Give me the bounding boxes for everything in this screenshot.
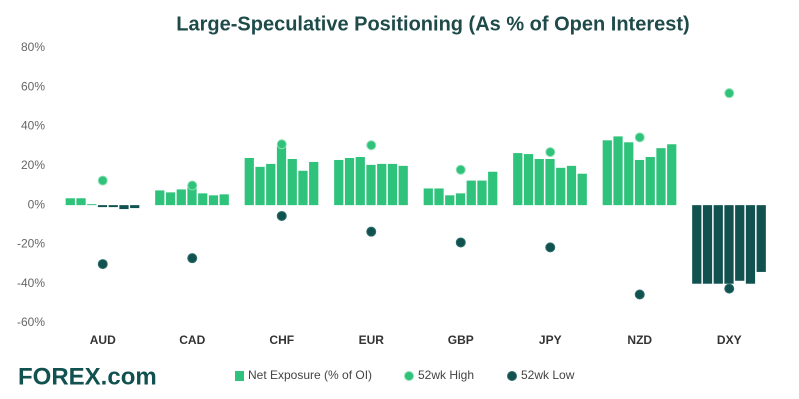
bar: [602, 140, 612, 206]
bar: [366, 164, 376, 206]
chart-title: Large-Speculative Positioning (As % of O…: [176, 13, 689, 35]
bar: [244, 158, 254, 206]
y-tick-label: -20%: [17, 237, 45, 251]
bar: [702, 205, 713, 284]
bar: [65, 198, 75, 206]
bar: [87, 204, 97, 206]
y-tick-label: 80%: [21, 40, 45, 54]
bar: [423, 188, 433, 206]
high-marker: [187, 180, 198, 191]
bar: [108, 205, 118, 208]
legend-swatch: [235, 371, 244, 381]
bar: [667, 144, 677, 206]
legend-swatch: [507, 371, 517, 381]
y-tick-label: -60%: [17, 315, 45, 329]
bar: [255, 166, 265, 206]
bar: [176, 189, 186, 206]
bar: [165, 192, 176, 206]
bar: [645, 157, 655, 206]
y-tick-label: -40%: [17, 276, 45, 290]
bar: [208, 195, 219, 206]
bar: [624, 142, 634, 206]
high-marker: [276, 139, 287, 150]
bar: [724, 205, 734, 284]
x-tick-label: CHF: [269, 333, 294, 347]
bar: [756, 205, 766, 272]
high-marker: [545, 147, 556, 158]
bar: [523, 154, 534, 206]
bar: [513, 153, 523, 206]
x-tick-label: JPY: [539, 333, 562, 347]
x-tick-label: DXY: [717, 333, 742, 347]
high-marker: [97, 175, 108, 186]
bar: [119, 205, 129, 210]
bar: [566, 165, 577, 206]
bar: [355, 157, 365, 206]
low-marker: [276, 210, 287, 221]
y-tick-label: 0%: [28, 197, 46, 211]
bar: [76, 198, 86, 206]
low-marker: [366, 226, 377, 237]
legend-label: 52wk Low: [521, 368, 575, 382]
low-marker: [545, 242, 556, 253]
bar: [477, 180, 487, 206]
x-tick-label: CAD: [179, 333, 205, 347]
bar: [398, 165, 408, 206]
y-tick-label: 60%: [21, 79, 45, 93]
high-marker: [366, 140, 377, 151]
low-marker: [187, 253, 198, 264]
bar: [219, 194, 229, 206]
bar: [613, 136, 623, 206]
bar: [155, 190, 165, 206]
bar: [334, 159, 344, 206]
bar: [656, 148, 666, 206]
x-tick-label: AUD: [90, 333, 116, 347]
bar: [692, 205, 702, 284]
legend-label: 52wk High: [418, 368, 474, 382]
bar: [434, 188, 444, 206]
bar: [745, 205, 756, 284]
bar: [488, 171, 498, 206]
bar: [713, 205, 723, 284]
y-tick-label: 20%: [21, 158, 45, 172]
x-tick-label: NZD: [627, 333, 652, 347]
bar: [130, 205, 140, 209]
bar: [198, 193, 208, 206]
bar: [266, 163, 276, 206]
legend-label: Net Exposure (% of OI): [248, 368, 372, 382]
bar: [287, 158, 297, 206]
low-marker: [634, 289, 645, 300]
low-marker: [97, 259, 108, 270]
bar: [445, 195, 455, 206]
bar: [466, 180, 476, 206]
bar: [534, 158, 544, 206]
high-marker: [455, 164, 466, 175]
low-marker: [724, 283, 735, 294]
logo: FOREX.com: [18, 363, 157, 390]
bar: [634, 159, 645, 206]
bar: [298, 170, 308, 206]
low-marker: [455, 237, 466, 248]
bar: [344, 158, 355, 206]
bar: [577, 173, 587, 206]
bar: [276, 146, 287, 206]
bar: [387, 163, 398, 206]
legend-swatch: [404, 371, 414, 381]
high-marker: [724, 88, 735, 99]
bar: [556, 167, 566, 206]
bar: [377, 163, 387, 206]
bar: [97, 205, 108, 208]
y-tick-label: 40%: [21, 119, 45, 133]
bar: [735, 205, 745, 281]
x-tick-label: GBP: [448, 333, 474, 347]
bar: [187, 184, 197, 206]
bar: [455, 193, 466, 206]
x-tick-label: EUR: [359, 333, 385, 347]
bar: [309, 161, 319, 206]
bar: [545, 158, 555, 206]
high-marker: [634, 132, 645, 143]
